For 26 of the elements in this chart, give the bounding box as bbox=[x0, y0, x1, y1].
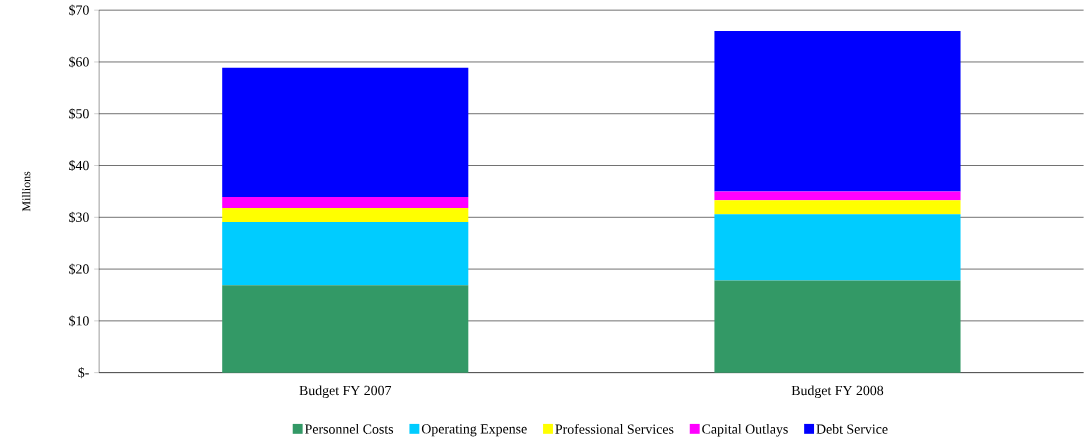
bar bbox=[222, 285, 469, 373]
y-tick-label: $- bbox=[78, 367, 89, 379]
bar bbox=[222, 67, 469, 198]
bar bbox=[222, 197, 469, 209]
y-tick-label: $70 bbox=[69, 4, 89, 16]
bar bbox=[222, 222, 469, 286]
y-tick-label: $60 bbox=[69, 56, 89, 68]
bar bbox=[714, 280, 961, 373]
bar bbox=[714, 214, 961, 281]
x-tick-label: Budget FY 2008 bbox=[791, 385, 884, 399]
bar bbox=[222, 208, 469, 223]
bar bbox=[714, 191, 961, 201]
legend-label: Capital Outlays bbox=[702, 424, 788, 437]
bar bbox=[714, 31, 961, 192]
y-tick-label: $40 bbox=[69, 160, 89, 172]
y-axis-title: Millions bbox=[21, 171, 31, 212]
y-tick-label: $10 bbox=[69, 315, 89, 327]
x-tick-label: Budget FY 2007 bbox=[299, 385, 392, 399]
legend-label: Professional Services bbox=[555, 424, 674, 434]
bar bbox=[714, 200, 961, 215]
y-tick-label: $20 bbox=[69, 263, 89, 275]
legend-label: Debt Service bbox=[816, 424, 888, 434]
legend-label: Personnel Costs bbox=[305, 424, 394, 434]
y-tick-label: $50 bbox=[69, 108, 89, 120]
y-tick-label: $30 bbox=[69, 211, 89, 223]
legend-label: Operating Expense bbox=[421, 424, 527, 437]
